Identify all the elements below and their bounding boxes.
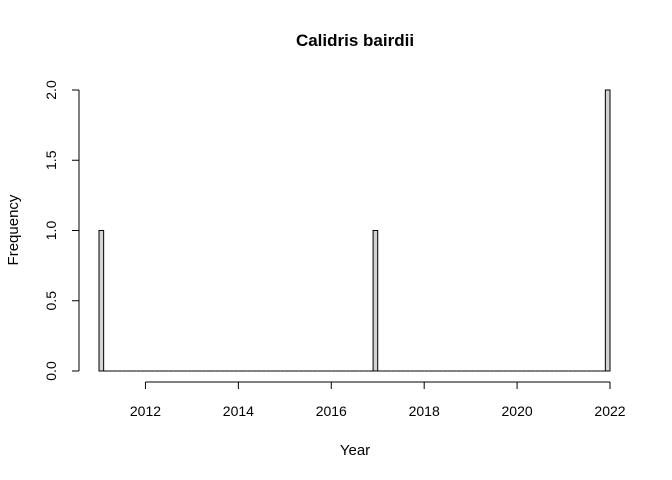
- y-axis: 0.0 0.5 1.0 1.5 2.0: [43, 80, 80, 381]
- x-tick-label: 2016: [316, 403, 347, 419]
- histogram-bar: [98, 230, 105, 372]
- histogram-bar: [372, 230, 379, 372]
- chart-title: Calidris bairdii: [296, 31, 414, 50]
- y-tick-label: 0.5: [43, 291, 59, 311]
- y-axis-label: Frequency: [5, 194, 22, 265]
- y-tick-label: 1.0: [43, 221, 59, 241]
- bars-group: [98, 89, 611, 372]
- x-tick-label: 2022: [594, 403, 625, 419]
- y-tick-label: 1.5: [43, 150, 59, 170]
- y-tick-label: 0.0: [43, 361, 59, 381]
- x-tick-label: 2012: [130, 403, 161, 419]
- x-tick-label: 2020: [502, 403, 533, 419]
- x-tick-label: 2014: [223, 403, 254, 419]
- x-tick-label: 2018: [409, 403, 440, 419]
- x-axis: 2012 2014 2016 2018 2020 2022: [130, 381, 626, 419]
- y-tick-label: 2.0: [43, 80, 59, 100]
- histogram-bar: [604, 89, 611, 372]
- x-axis-label: Year: [340, 442, 370, 459]
